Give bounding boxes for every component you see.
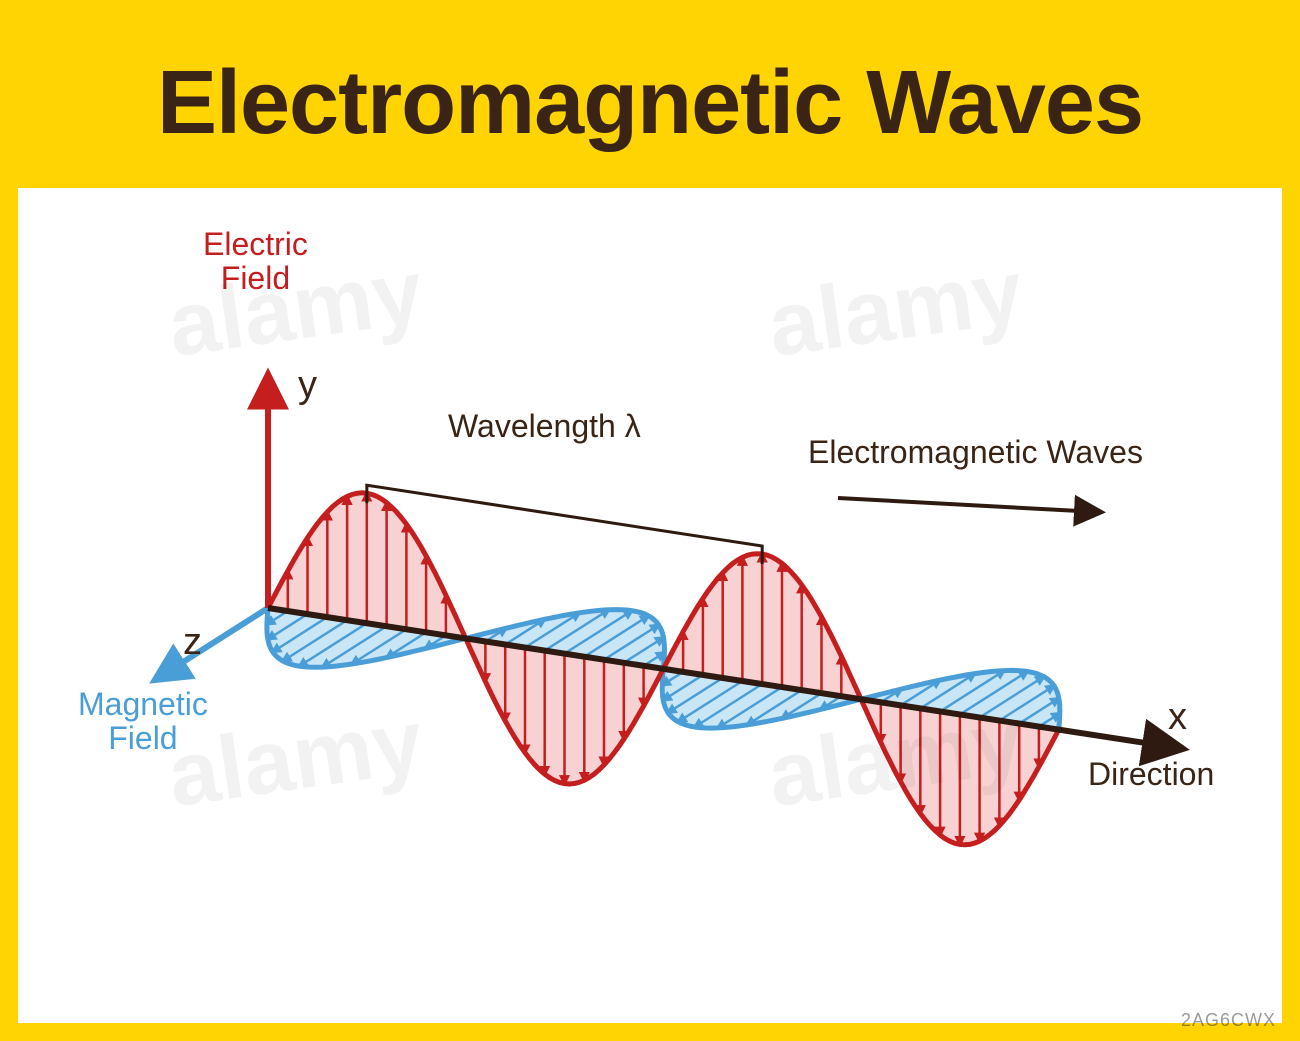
title-bar: Electromagnetic Waves <box>18 18 1282 188</box>
z-axis <box>158 608 268 678</box>
diagram-area: ElectricField y z MagneticField Waveleng… <box>18 188 1282 1023</box>
em-wave-svg <box>18 188 1282 1023</box>
magnetic-field-label: MagneticField <box>78 688 208 755</box>
electric-field-label: ElectricField <box>203 228 308 295</box>
page-title: Electromagnetic Waves <box>157 52 1143 155</box>
em-waves-label: Electromagnetic Waves <box>808 436 1143 470</box>
em-waves-arrow <box>838 498 1098 512</box>
diagram-frame: Electromagnetic Waves <box>0 0 1300 1041</box>
z-axis-label: z <box>183 623 202 663</box>
direction-label: Direction <box>1088 758 1214 792</box>
footer-code: 2AG6CWX <box>1181 1010 1276 1031</box>
wavelength-label: Wavelength λ <box>448 410 641 444</box>
x-axis-label: x <box>1168 698 1187 738</box>
y-axis-label: y <box>298 366 317 406</box>
